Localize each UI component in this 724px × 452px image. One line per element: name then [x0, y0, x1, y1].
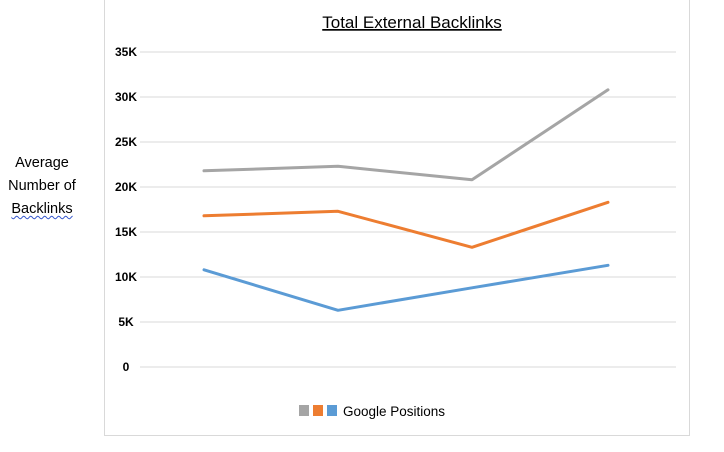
series-line-3 — [202, 88, 610, 182]
legend-label: Google Positions — [343, 404, 445, 419]
chart-title: Total External Backlinks — [322, 13, 502, 32]
y-tick-label: 15K — [115, 225, 137, 239]
series-lines — [202, 88, 610, 312]
legend-swatches — [299, 405, 337, 416]
y-tick-label: 30K — [115, 90, 137, 104]
series-line-1 — [202, 263, 610, 312]
y-axis-label-line-3: Backlinks — [11, 201, 73, 217]
y-tick-label: 25K — [115, 135, 137, 149]
legend-swatch — [299, 405, 309, 416]
y-tick-label: 35K — [115, 45, 137, 59]
y-axis-label-line-2: Number of — [8, 178, 76, 194]
y-axis-label: Average Number of Backlinks — [0, 152, 84, 221]
legend: Google Positions — [299, 404, 445, 419]
y-axis-label-line-1: Average — [15, 155, 69, 171]
legend-swatch — [327, 405, 337, 416]
legend-swatch — [313, 405, 323, 416]
gridlines — [140, 51, 676, 368]
y-axis-ticks: 0 5K 10K 15K 20K 25K 30K 35K — [115, 45, 137, 374]
series-line-2 — [202, 200, 610, 249]
y-tick-label: 5K — [118, 315, 134, 329]
chart-frame — [104, 0, 690, 436]
y-tick-label: 0 — [123, 360, 130, 374]
y-tick-label: 10K — [115, 270, 137, 284]
y-tick-label: 20K — [115, 180, 137, 194]
